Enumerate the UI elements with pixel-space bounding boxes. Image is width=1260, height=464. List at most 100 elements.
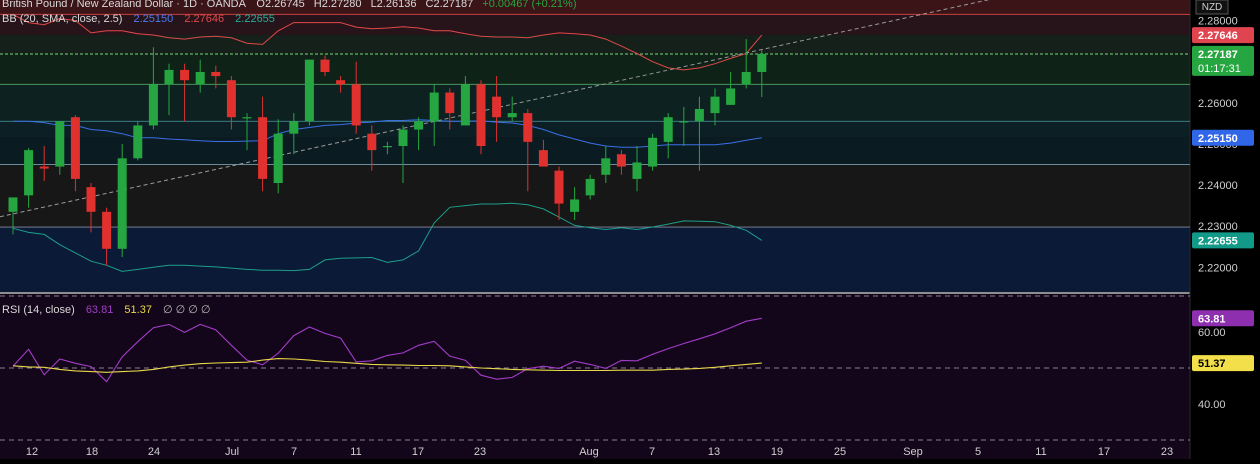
candle-body[interactable] xyxy=(273,133,283,184)
time-axis-label: 13 xyxy=(708,446,720,458)
time-axis-label: 17 xyxy=(1098,446,1110,458)
candle-body[interactable] xyxy=(523,113,533,142)
bb-lower-badge: 2.22655 xyxy=(1198,235,1238,247)
candle-body[interactable] xyxy=(226,80,236,118)
last-price-badge-countdown: 01:17:31 xyxy=(1198,63,1241,75)
candle-body[interactable] xyxy=(476,84,486,146)
candle-body[interactable] xyxy=(679,121,689,123)
candle-body[interactable] xyxy=(86,187,96,212)
candle-body[interactable] xyxy=(616,154,626,167)
time-axis-label: 11 xyxy=(1035,446,1046,458)
candle-body[interactable] xyxy=(39,166,49,169)
candle-body[interactable] xyxy=(507,113,517,118)
time-axis-label: 7 xyxy=(649,446,655,458)
time-axis-label: 7 xyxy=(291,446,297,458)
candle-body[interactable] xyxy=(398,129,408,146)
candle-body[interactable] xyxy=(663,117,673,142)
candle-body[interactable] xyxy=(258,117,268,179)
time-axis-label: Sep xyxy=(903,446,923,458)
price-zone-band xyxy=(0,121,1190,138)
price-zone-band xyxy=(0,53,1190,85)
time-axis-label: 17 xyxy=(412,446,424,458)
candle-body[interactable] xyxy=(757,53,767,72)
price-zone-band xyxy=(0,137,1190,165)
candle-body[interactable] xyxy=(195,71,205,85)
time-axis-label: Aug xyxy=(579,446,599,458)
price-zone-band xyxy=(0,84,1190,122)
time-axis-label: Jul xyxy=(225,446,239,458)
candle-body[interactable] xyxy=(429,92,439,122)
candle-body[interactable] xyxy=(414,121,424,130)
rsi-pane-background xyxy=(0,294,1190,459)
candle-body[interactable] xyxy=(538,150,548,167)
candle-body[interactable] xyxy=(8,197,18,212)
rsi-ma-badge-bg xyxy=(1192,355,1254,372)
candle-body[interactable] xyxy=(726,88,736,105)
candle-body[interactable] xyxy=(24,150,34,196)
symbol-title: British Pound / New Zealand Dollar · 1D … xyxy=(2,0,576,10)
price-tick-label: 2.24000 xyxy=(1198,180,1238,192)
candle-body[interactable] xyxy=(336,80,346,85)
candle-body[interactable] xyxy=(289,121,299,134)
last-price-badge-bg xyxy=(1192,45,1254,76)
candle-body[interactable] xyxy=(148,84,158,126)
rsi-ma-line[interactable] xyxy=(12,358,762,373)
candle-body[interactable] xyxy=(367,133,377,151)
candle-body[interactable] xyxy=(648,137,658,167)
price-axis-background xyxy=(1190,0,1260,459)
bb-lower-badge-bg xyxy=(1192,232,1254,249)
time-axis-label: 23 xyxy=(474,446,486,458)
price-tick-label: 2.28000 xyxy=(1198,16,1238,28)
currency-box[interactable] xyxy=(1195,0,1229,15)
time-axis-label: 18 xyxy=(86,446,98,458)
candle-body[interactable] xyxy=(242,117,252,119)
bb-basis-badge: 2.25150 xyxy=(1198,133,1238,145)
candle-body[interactable] xyxy=(632,162,642,179)
time-axis-label: 19 xyxy=(771,446,783,458)
candle-body[interactable] xyxy=(351,84,361,126)
price-zone-band xyxy=(0,227,1190,292)
bb-upper-badge: 2.27646 xyxy=(1198,30,1238,42)
candle-body[interactable] xyxy=(133,125,143,159)
candle-body[interactable] xyxy=(460,84,470,126)
rsi-line[interactable] xyxy=(12,317,762,383)
rsi-tick-label: 40.00 xyxy=(1198,399,1226,411)
candle-body[interactable] xyxy=(164,69,174,85)
price-zone-band xyxy=(0,14,1190,35)
candle-body[interactable] xyxy=(320,59,330,72)
bb-lower-line[interactable] xyxy=(12,202,763,272)
candle-body[interactable] xyxy=(570,199,580,212)
bb-upper-line[interactable] xyxy=(12,13,763,71)
time-axis-label: 23 xyxy=(1161,446,1173,458)
candle-body[interactable] xyxy=(445,92,455,114)
rsi-ma-badge: 51.37 xyxy=(1198,358,1226,370)
time-axis-label: 24 xyxy=(148,446,160,458)
candle-body[interactable] xyxy=(55,121,65,167)
candle-body[interactable] xyxy=(304,59,314,122)
rsi-badge: 63.81 xyxy=(1198,313,1226,325)
candle-body[interactable] xyxy=(585,178,595,196)
candle-body[interactable] xyxy=(180,69,190,81)
time-axis-label: 11 xyxy=(350,446,361,458)
candle-body[interactable] xyxy=(382,146,392,148)
candle-body[interactable] xyxy=(70,117,80,179)
bb-legend[interactable]: BB (20, SMA, close, 2.5) 2.25150 2.27646… xyxy=(2,13,275,25)
price-tick-label: 2.22000 xyxy=(1198,262,1238,274)
candle-body[interactable] xyxy=(741,71,751,85)
rsi-badge-bg xyxy=(1192,310,1254,327)
time-axis-label: 12 xyxy=(26,446,38,458)
rsi-legend[interactable]: RSI (14, close) 63.81 51.37 ∅ ∅ ∅ ∅ xyxy=(2,304,211,316)
candle-body[interactable] xyxy=(601,158,611,175)
candle-body[interactable] xyxy=(554,170,564,204)
candle-body[interactable] xyxy=(211,71,221,77)
candle-body[interactable] xyxy=(492,96,502,118)
candle-body[interactable] xyxy=(710,96,720,114)
price-zone-band xyxy=(0,164,1190,228)
price-tick-label: 2.23000 xyxy=(1198,221,1238,233)
candle-body[interactable] xyxy=(102,211,112,249)
candle-body[interactable] xyxy=(117,158,127,249)
candle-body[interactable] xyxy=(694,108,704,122)
trend-line[interactable] xyxy=(0,0,1010,218)
